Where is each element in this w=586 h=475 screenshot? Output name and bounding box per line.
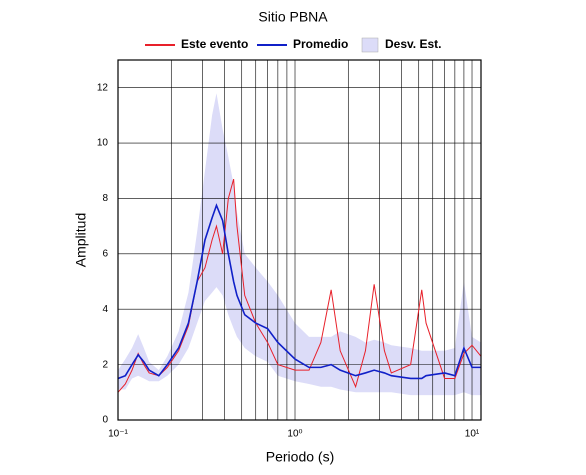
series-line	[117, 178, 482, 393]
y-axis-label: Amplitud	[73, 213, 89, 267]
series-line	[117, 203, 481, 380]
y-tick-label: 10	[97, 138, 109, 149]
x-tick-label: 10⁰	[287, 429, 302, 440]
legend-label: Este evento	[181, 37, 248, 51]
chart-title: Sitio PBNA	[258, 9, 328, 25]
y-tick-label: 4	[102, 304, 108, 315]
legend-label: Desv. Est.	[385, 37, 441, 51]
legend-swatch	[361, 37, 379, 53]
std-band	[118, 93, 481, 396]
legend-label: Promedio	[293, 37, 348, 51]
y-tick-label: 8	[102, 193, 108, 204]
x-tick-label: 10⁻¹	[108, 429, 128, 440]
plot-frame	[117, 59, 482, 421]
y-tick-label: 12	[97, 82, 109, 93]
x-tick-label: 10¹	[465, 429, 480, 440]
y-tick-label: 0	[102, 415, 108, 426]
y-tick-label: 6	[102, 248, 108, 259]
y-tick-label: 2	[102, 359, 108, 370]
x-axis-label: Periodo (s)	[266, 449, 334, 465]
